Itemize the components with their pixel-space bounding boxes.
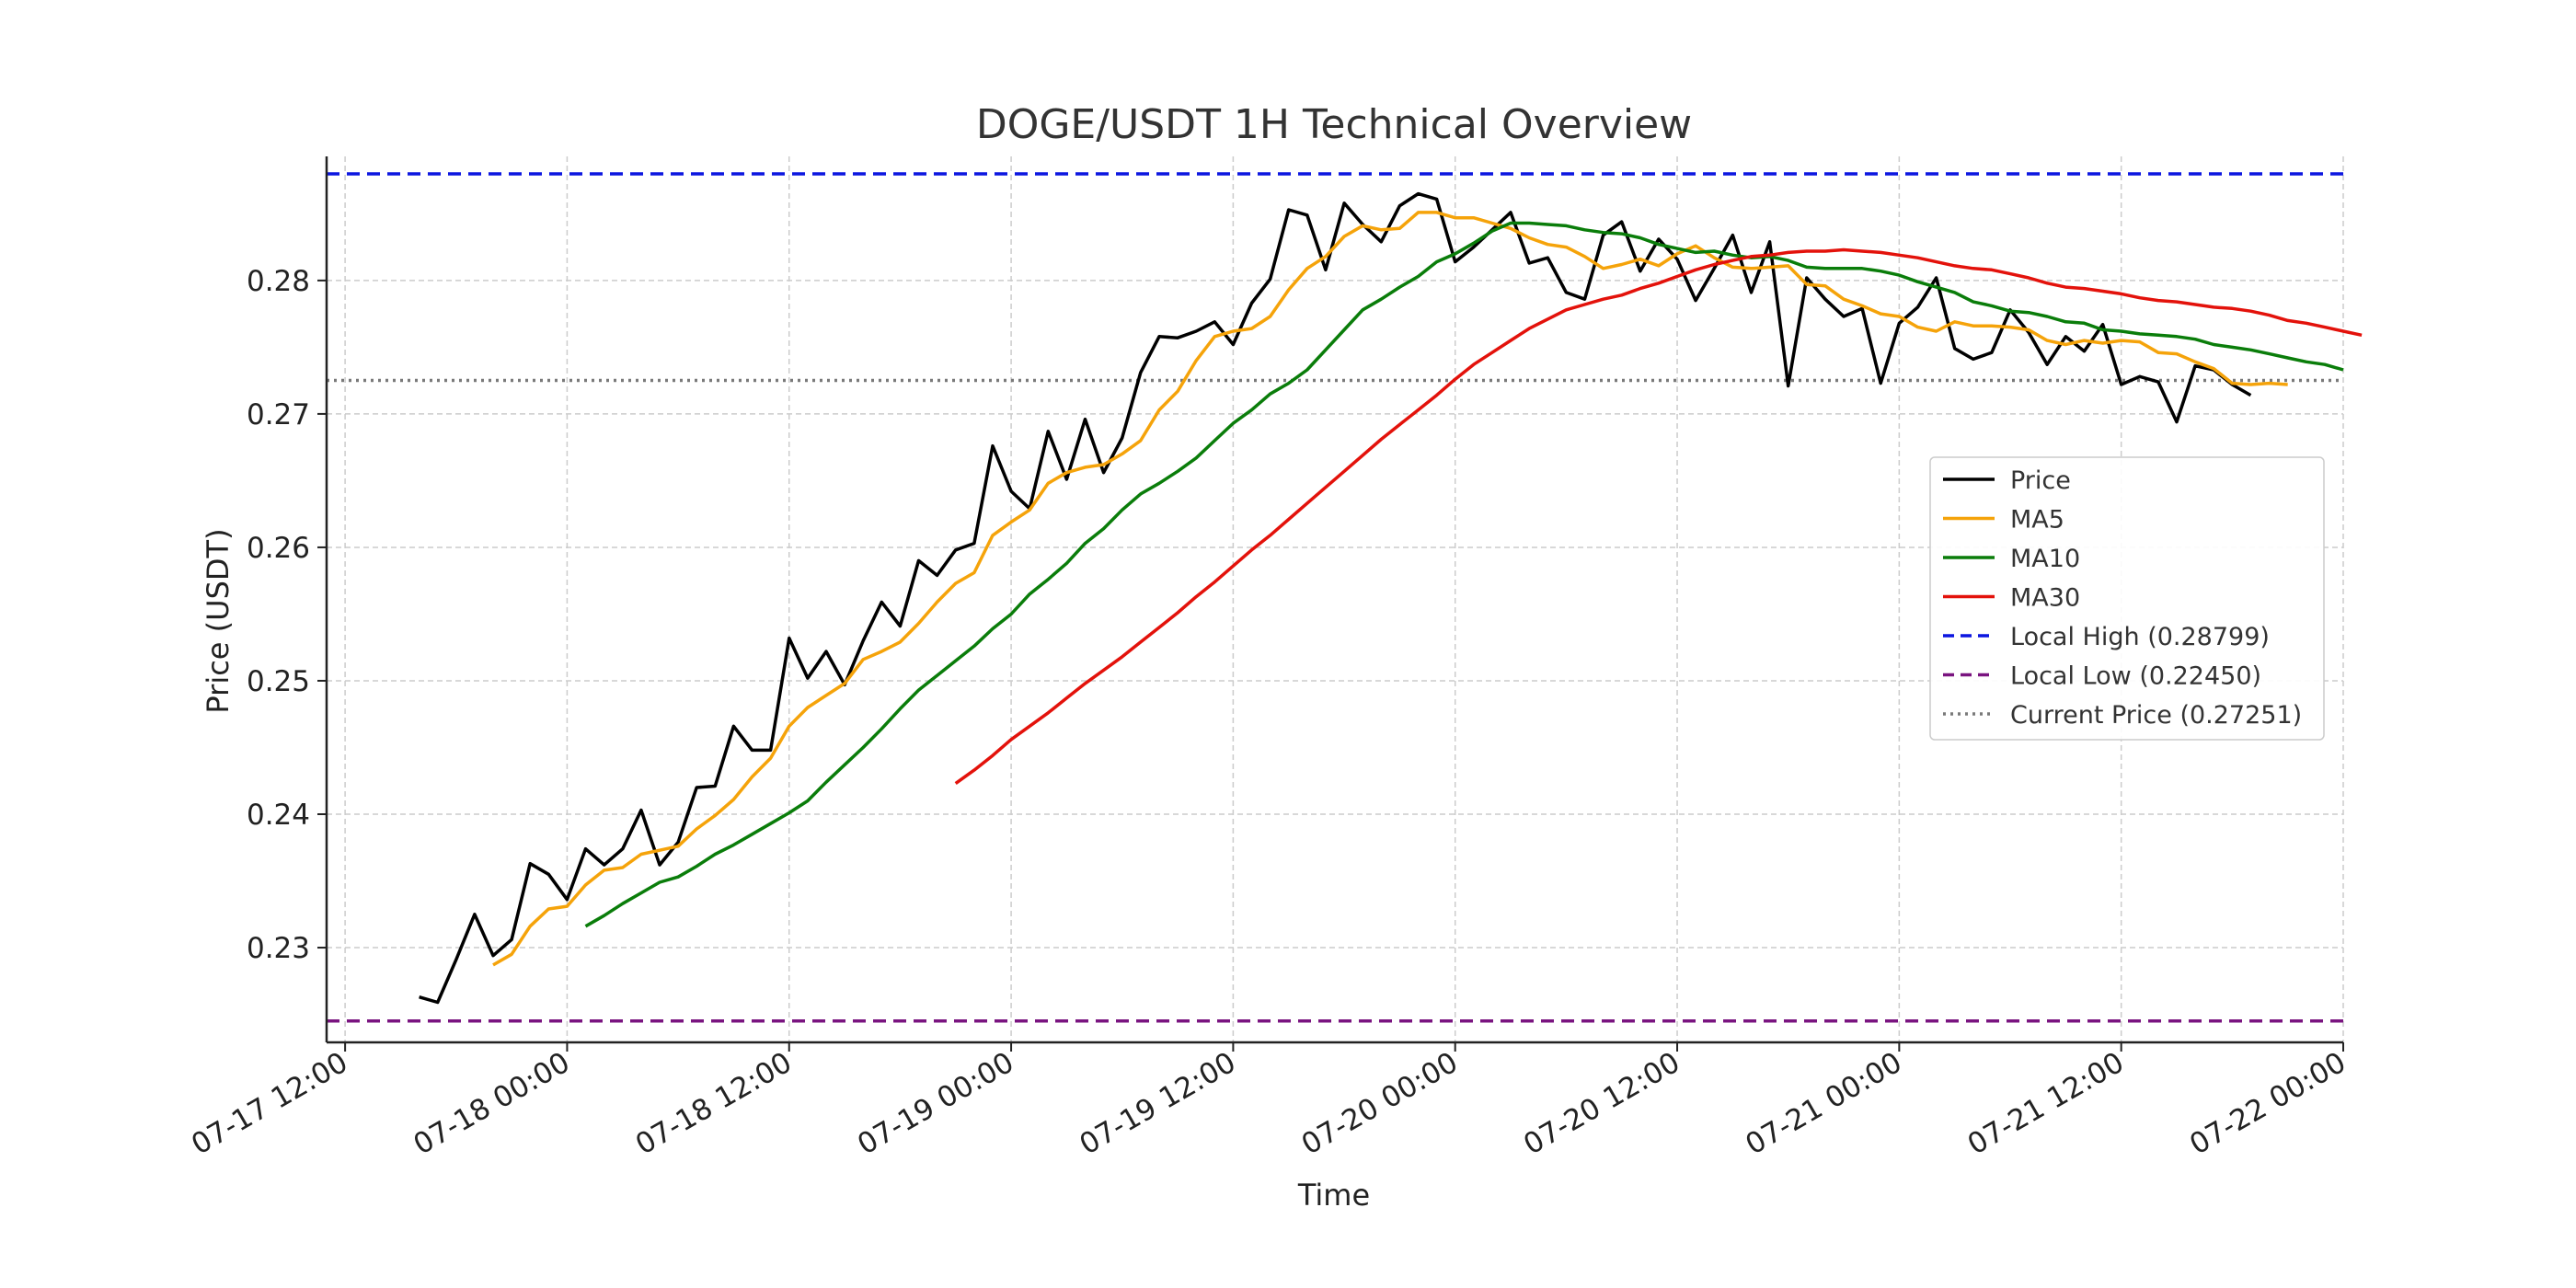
y-axis-title: Price (USDT) xyxy=(201,528,236,713)
legend-label: Local Low (0.22450) xyxy=(2010,662,2261,691)
series-line-ma5 xyxy=(492,211,2288,967)
legend-label: MA30 xyxy=(2010,584,2080,613)
legend-label: Price xyxy=(2010,466,2071,495)
legend-label: Local High (0.28799) xyxy=(2010,623,2270,651)
y-tick-label: 0.25 xyxy=(247,665,310,698)
series-line-price xyxy=(419,191,2252,1005)
y-tick-label: 0.24 xyxy=(247,799,310,832)
y-tick-label: 0.27 xyxy=(247,398,310,431)
legend-box xyxy=(1929,456,2325,741)
series-line-ma10 xyxy=(584,221,2344,928)
legend-label: MA5 xyxy=(2010,506,2064,535)
series-lines xyxy=(419,191,2363,1005)
reference-lines xyxy=(327,172,2343,1023)
y-tick-label: 0.23 xyxy=(247,932,310,965)
legend-label: Current Price (0.27251) xyxy=(2010,701,2302,730)
y-tick-label: 0.28 xyxy=(247,265,310,298)
y-tick-label: 0.26 xyxy=(247,532,310,565)
grid xyxy=(327,156,2344,1042)
series-line-ma30 xyxy=(954,247,2363,786)
chart-title: DOGE/USDT 1H Technical Overview xyxy=(976,101,1692,148)
legend: Price MA5 MA10 MA30 Local High (0.28799) Loca… xyxy=(1929,456,2325,741)
x-axis-title: Time xyxy=(1297,1178,1370,1213)
legend-label: MA10 xyxy=(2010,545,2080,573)
